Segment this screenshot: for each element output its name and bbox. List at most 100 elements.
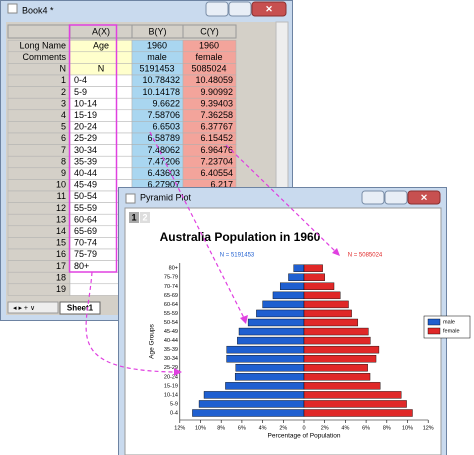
y-tick-label: 60-64 bbox=[164, 302, 178, 308]
legend-label: female bbox=[443, 328, 460, 334]
close-button[interactable] bbox=[251, 1, 287, 17]
x-tick-label: 2% bbox=[321, 425, 329, 431]
cell-text: 9.39403 bbox=[200, 98, 233, 108]
cell-text: 60-64 bbox=[74, 214, 97, 224]
arrowhead bbox=[174, 368, 182, 376]
y-tick-label: 55-59 bbox=[164, 311, 178, 317]
sheet-title: Book4 * bbox=[22, 5, 54, 15]
bar bbox=[303, 345, 380, 354]
x-tick-label: 12% bbox=[174, 425, 185, 431]
y-tick-label: 35-39 bbox=[164, 347, 178, 353]
cell-text: 9.6622 bbox=[152, 98, 180, 108]
bar bbox=[256, 309, 305, 318]
minimize-button[interactable] bbox=[361, 190, 385, 205]
cell-text: 7.48062 bbox=[147, 145, 180, 155]
bar bbox=[226, 345, 305, 354]
row-number: 19 bbox=[56, 284, 66, 294]
cell-text: 5085024 bbox=[191, 64, 226, 74]
minimize-button[interactable] bbox=[205, 1, 229, 17]
bar bbox=[303, 318, 359, 327]
bar bbox=[303, 336, 371, 345]
bar bbox=[234, 373, 305, 381]
cell-text: 30-34 bbox=[74, 145, 97, 155]
row-number: 7 bbox=[61, 145, 66, 155]
maximize-button[interactable] bbox=[384, 190, 408, 205]
cell-text: 7.58706 bbox=[147, 110, 180, 120]
cell-text: 1960 bbox=[199, 40, 219, 50]
row-number: 11 bbox=[57, 191, 66, 201]
cell-text: male bbox=[147, 52, 167, 62]
cell-text: 75-79 bbox=[74, 249, 97, 259]
cell-text: 10.14178 bbox=[142, 87, 180, 97]
bar bbox=[303, 391, 402, 399]
column-highlight bbox=[68, 24, 118, 273]
row-number: 12 bbox=[56, 203, 66, 213]
cell-text: 20-24 bbox=[74, 122, 97, 132]
cell-text: 7.36258 bbox=[200, 110, 233, 120]
bar bbox=[303, 400, 407, 408]
cell-text: 6.43603 bbox=[147, 168, 180, 178]
bar bbox=[235, 364, 305, 372]
y-tick-label: 25-29 bbox=[164, 365, 178, 371]
cell-text: 25-29 bbox=[74, 133, 97, 143]
bar bbox=[225, 382, 305, 390]
legend-swatch bbox=[427, 327, 441, 335]
maximize-button[interactable] bbox=[228, 1, 252, 17]
sheet-icon bbox=[7, 3, 18, 14]
series-annotation: N = 5191453 bbox=[220, 253, 255, 259]
bar bbox=[272, 291, 305, 300]
bar bbox=[303, 300, 349, 309]
column-header-label: B(Y) bbox=[149, 26, 167, 36]
sheet-tab[interactable] bbox=[59, 301, 101, 315]
cell-text: 6.27907 bbox=[147, 180, 180, 190]
bar bbox=[303, 327, 369, 336]
cell-text: N bbox=[98, 64, 105, 74]
cell-text: 0-4 bbox=[74, 75, 87, 85]
row-number: 4 bbox=[61, 110, 66, 120]
row-header: Comments bbox=[22, 52, 66, 62]
cell-text: 7.47206 bbox=[147, 156, 180, 166]
cell-text: 50-54 bbox=[74, 191, 97, 201]
cell-text: 6.40554 bbox=[200, 168, 233, 178]
layer-tab[interactable] bbox=[140, 212, 150, 223]
bar bbox=[303, 355, 377, 363]
cell-text: 70-74 bbox=[74, 238, 97, 248]
cell-text: 5-9 bbox=[74, 87, 87, 97]
row-number: 15 bbox=[56, 238, 66, 248]
bar bbox=[247, 318, 305, 327]
tab-nav[interactable] bbox=[7, 301, 59, 314]
bar bbox=[237, 336, 305, 345]
x-tick-label: 10% bbox=[195, 425, 206, 431]
cell-text: 6.96476 bbox=[200, 145, 233, 155]
cell-text: 65-69 bbox=[74, 226, 97, 236]
cell-text: 10-14 bbox=[74, 98, 97, 108]
bar bbox=[303, 382, 381, 390]
bar bbox=[303, 373, 371, 381]
bar bbox=[238, 327, 305, 336]
arrow bbox=[225, 144, 337, 253]
bar bbox=[303, 264, 323, 272]
row-number: 2 bbox=[61, 87, 66, 97]
cell-text: 6.58789 bbox=[147, 133, 180, 143]
row-number: 3 bbox=[61, 98, 66, 108]
y-tick-label: 30-34 bbox=[164, 356, 178, 362]
row-number: 13 bbox=[56, 214, 66, 224]
plot-icon bbox=[125, 193, 136, 204]
y-tick-label: 5-9 bbox=[170, 401, 178, 407]
series-annotation: N = 5085024 bbox=[348, 253, 383, 259]
bar bbox=[203, 391, 305, 399]
row-number: 5 bbox=[61, 122, 66, 132]
bar bbox=[303, 409, 413, 417]
layer-tab[interactable] bbox=[129, 212, 139, 223]
y-axis-label: Age Groups bbox=[149, 323, 156, 358]
bar bbox=[192, 409, 305, 417]
bar bbox=[303, 273, 325, 281]
cell-text: 45-49 bbox=[74, 180, 97, 190]
row-header: Long Name bbox=[19, 40, 66, 50]
close-button[interactable] bbox=[407, 190, 441, 205]
legend-label: male bbox=[443, 319, 455, 325]
row-number: 10 bbox=[56, 180, 66, 190]
cell-text: 1960 bbox=[147, 40, 167, 50]
cell-text: 5191453 bbox=[139, 64, 174, 74]
close-glyph: ✕ bbox=[265, 4, 273, 14]
